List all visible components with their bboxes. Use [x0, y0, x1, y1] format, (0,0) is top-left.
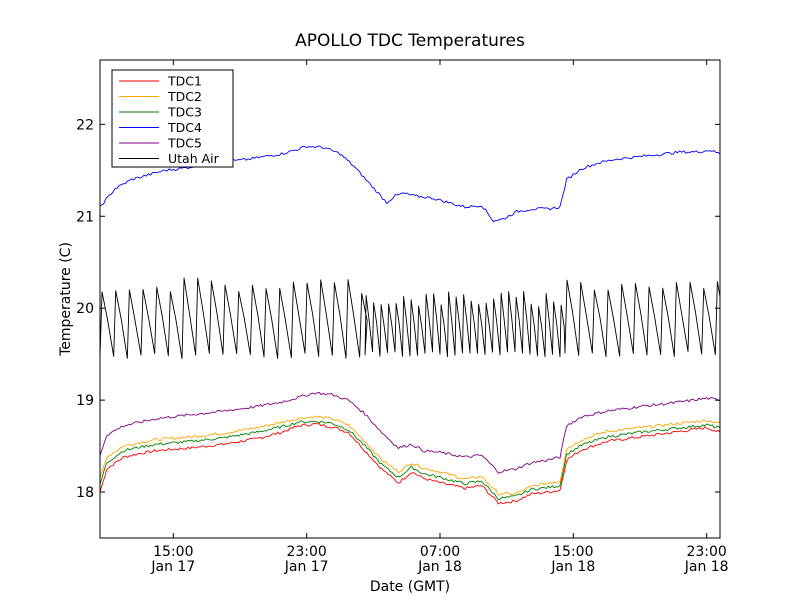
y-tick-label: 21	[76, 209, 94, 225]
legend-box	[111, 69, 234, 168]
x-tick-time-label: 15:00	[153, 544, 193, 560]
x-tick-date-label: Jan 18	[417, 559, 462, 575]
axes-frame	[99, 59, 721, 539]
series-line-tdc2	[100, 415, 720, 496]
x-tick-time-label: 15:00	[553, 544, 593, 560]
series-line-utah-air	[100, 277, 720, 360]
x-tick-time-label: 23:00	[686, 544, 726, 560]
series-line-tdc1	[100, 423, 720, 505]
y-tick-label: 18	[76, 485, 94, 501]
series-line-tdc5	[100, 391, 720, 474]
y-tick-label: 19	[76, 393, 94, 409]
x-tick-date-label: Jan 17	[150, 559, 195, 575]
legend-label: TDC2	[167, 89, 202, 104]
x-tick-date-label: Jan 18	[684, 559, 729, 575]
y-tick-label: 20	[76, 301, 94, 317]
legend-label: TDC3	[167, 105, 202, 120]
x-tick-date-label: Jan 18	[550, 559, 595, 575]
legend-label: TDC4	[167, 120, 202, 135]
y-tick-label: 22	[76, 117, 94, 133]
y-axis-label: Temperature (C)	[58, 242, 74, 357]
legend-label: Utah Air	[168, 151, 220, 166]
x-tick-date-label: Jan 17	[284, 559, 329, 575]
x-axis-label: Date (GMT)	[370, 579, 450, 595]
x-tick-time-label: 07:00	[420, 544, 460, 560]
chart-title: APOLLO TDC Temperatures	[295, 31, 525, 51]
legend-label: TDC5	[167, 136, 202, 151]
legend-label: TDC1	[167, 74, 202, 89]
series-line-tdc3	[100, 420, 720, 501]
x-tick-time-label: 23:00	[286, 544, 326, 560]
